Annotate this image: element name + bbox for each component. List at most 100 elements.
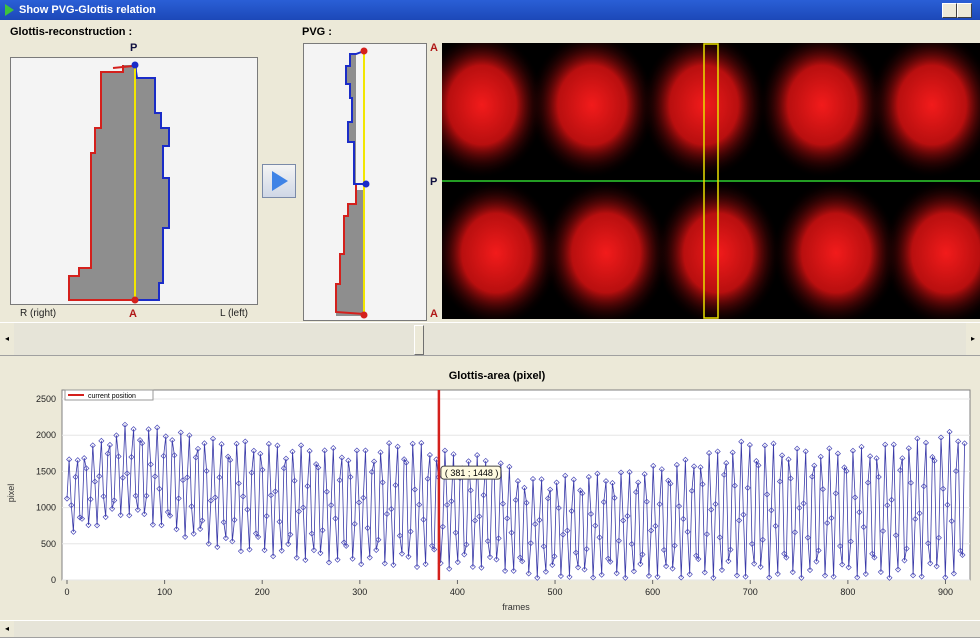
data-point xyxy=(710,574,717,581)
data-point xyxy=(688,487,695,494)
data-point xyxy=(557,572,564,580)
data-point xyxy=(282,455,290,462)
upper-scroll-thumb[interactable] xyxy=(414,325,424,355)
data-point xyxy=(641,471,648,478)
window-title: Show PVG-Glottis relation xyxy=(19,4,156,16)
data-point xyxy=(68,502,75,509)
bottom-scroll-left-icon[interactable]: ◂ xyxy=(0,621,14,637)
data-point xyxy=(274,442,281,449)
data-point xyxy=(390,561,397,568)
data-point xyxy=(675,503,683,510)
data-point xyxy=(701,569,708,576)
scroll-right-icon[interactable]: ▸ xyxy=(966,323,980,355)
series-points xyxy=(63,421,968,581)
data-point xyxy=(690,463,698,470)
pvg-bottom-point xyxy=(360,311,368,319)
play-button[interactable] xyxy=(262,164,296,198)
data-point xyxy=(766,574,773,581)
data-point xyxy=(222,535,229,542)
data-point xyxy=(422,561,429,568)
glottis-top-point xyxy=(131,61,139,69)
data-point xyxy=(678,574,685,581)
upper-scrollbar[interactable]: ◂ ▸ xyxy=(0,322,980,356)
data-point xyxy=(572,549,579,556)
data-point xyxy=(471,517,479,524)
x-tick-label: 400 xyxy=(450,587,465,597)
data-point xyxy=(302,556,309,564)
data-point xyxy=(104,450,111,457)
data-point xyxy=(486,554,494,561)
data-point xyxy=(624,513,631,520)
data-point xyxy=(570,476,577,483)
data-point xyxy=(426,451,433,459)
data-point xyxy=(727,546,734,553)
data-point xyxy=(742,573,749,580)
pvg-marker-top: A xyxy=(430,42,438,54)
data-point xyxy=(948,518,955,525)
data-point xyxy=(366,554,373,561)
data-point xyxy=(173,526,180,533)
data-point xyxy=(377,449,384,456)
data-point xyxy=(495,535,502,542)
data-point xyxy=(478,564,485,571)
data-point xyxy=(360,494,367,501)
data-point xyxy=(175,495,182,502)
data-point xyxy=(811,462,818,469)
data-point xyxy=(852,494,859,501)
data-point xyxy=(386,440,393,447)
data-point xyxy=(362,447,369,454)
data-point xyxy=(699,481,706,488)
data-point xyxy=(837,542,844,550)
data-point xyxy=(216,474,223,481)
data-point xyxy=(319,527,326,534)
maximize-icon[interactable] xyxy=(957,3,972,18)
data-point xyxy=(933,563,940,570)
data-point xyxy=(959,551,966,558)
data-point xyxy=(639,551,646,558)
data-point xyxy=(721,471,728,478)
data-point xyxy=(894,566,902,573)
data-point xyxy=(446,565,453,572)
x-tick-label: 900 xyxy=(938,587,953,597)
data-point xyxy=(579,490,586,497)
cursor-value: ( 381 ; 1448 ) xyxy=(445,468,499,478)
bottom-scrollbar[interactable]: ◂ xyxy=(0,620,980,638)
pvg-blue-edge xyxy=(345,50,365,185)
data-point xyxy=(134,506,141,513)
data-point xyxy=(519,558,526,565)
data-point xyxy=(890,441,897,448)
data-point xyxy=(121,421,129,428)
data-point xyxy=(682,456,689,463)
heatmap-current-frame[interactable] xyxy=(703,43,719,319)
data-point xyxy=(128,454,135,461)
data-point xyxy=(160,452,167,460)
data-point xyxy=(617,469,625,476)
data-point xyxy=(429,542,436,549)
data-point xyxy=(697,464,704,471)
pvg-heatmap[interactable] xyxy=(420,33,980,325)
data-point xyxy=(257,450,264,457)
data-point xyxy=(620,517,627,524)
minimize-icon[interactable] xyxy=(942,3,957,18)
data-point xyxy=(117,512,124,519)
data-point xyxy=(192,454,199,461)
data-point xyxy=(242,438,249,445)
data-point xyxy=(85,521,92,529)
data-point xyxy=(942,574,949,581)
data-point xyxy=(227,457,234,464)
data-point xyxy=(527,540,534,547)
data-point xyxy=(497,460,504,467)
data-point xyxy=(179,477,186,484)
data-point xyxy=(669,565,676,572)
data-point xyxy=(484,538,491,545)
scroll-left-icon[interactable]: ◂ xyxy=(0,323,14,355)
data-point xyxy=(785,456,792,463)
data-point xyxy=(304,483,311,490)
data-point xyxy=(454,559,461,566)
data-point xyxy=(920,483,927,490)
data-point xyxy=(536,517,543,524)
data-point xyxy=(102,513,109,521)
data-point xyxy=(255,533,262,540)
data-point xyxy=(864,479,872,486)
data-point xyxy=(156,485,163,492)
